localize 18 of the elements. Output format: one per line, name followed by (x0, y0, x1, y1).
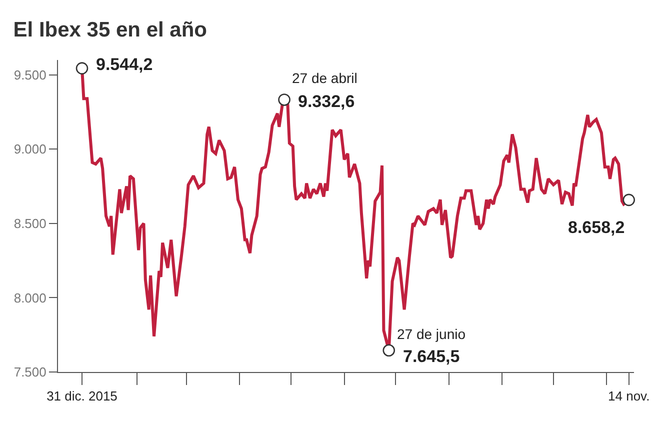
point (622, 194, 636, 206)
annotation: 27 de junio (397, 326, 466, 342)
annotation: 7.645,5 (403, 347, 460, 366)
y-tick-label: 7.500 (14, 364, 46, 380)
annotation: 9.544,2 (96, 55, 153, 74)
point (382, 344, 396, 357)
point (278, 94, 290, 106)
y-tick-label: 8.500 (14, 216, 46, 231)
annotation: 8.658,2 (568, 218, 625, 237)
x-tick-label: 31 dic. 2015 (46, 388, 118, 404)
chart-title: El Ibex 35 en el año (13, 18, 208, 42)
annotation: 27 de abril (292, 70, 358, 86)
y-tick-label: 9.500 (14, 67, 46, 82)
y-tick-label: 8.000 (14, 290, 46, 306)
point (76, 62, 88, 74)
y-tick-label: 9.000 (14, 142, 46, 157)
x-tick-label: 14 nov. (608, 388, 650, 404)
annotation: 9.332,6 (298, 92, 355, 111)
